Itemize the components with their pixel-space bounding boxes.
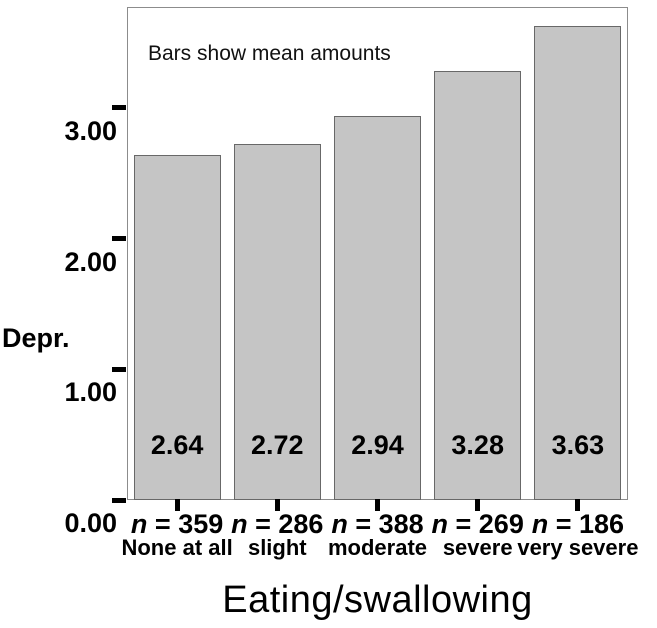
- n-symbol: n: [431, 509, 449, 539]
- y-tick-mark: [112, 236, 126, 242]
- category-label: severe: [442, 535, 513, 560]
- bar-value-label: 3.28: [451, 429, 504, 460]
- n-symbol: n: [231, 509, 248, 539]
- chart-annotation: Bars show mean amounts: [148, 42, 391, 65]
- bar-value-label: 2.94: [351, 429, 404, 460]
- y-tick-mark: [112, 366, 126, 372]
- bar-moderate: 2.94: [334, 115, 421, 500]
- n-count-value: = 388: [347, 509, 424, 539]
- x-axis-title: Eating/swallowing: [222, 579, 533, 621]
- y-tick-mark: [112, 497, 126, 503]
- bar-very-severe: 3.63: [534, 25, 622, 500]
- x-tick-mark: [575, 499, 581, 511]
- y-tick-label: 2.00: [64, 246, 117, 277]
- n-count-label: n = 269: [432, 511, 524, 538]
- n-symbol: n: [130, 509, 148, 539]
- x-tick-mark: [274, 499, 280, 511]
- n-count-label: n = 359: [131, 511, 223, 538]
- y-axis-title: Depr.: [2, 323, 70, 353]
- n-count-label: n = 186: [532, 511, 624, 538]
- y-tick-label: 3.00: [64, 115, 117, 146]
- bar-none-at-all: 2.64: [133, 154, 221, 500]
- x-tick-mark: [375, 499, 380, 511]
- y-tick-mark: [112, 105, 126, 111]
- n-symbol: n: [531, 509, 549, 539]
- x-tick-mark: [174, 499, 180, 511]
- category-label: moderate: [327, 535, 428, 560]
- n-count-label: n = 388: [331, 511, 423, 538]
- n-count-value: = 186: [548, 509, 625, 539]
- n-count-value: = 269: [448, 509, 524, 539]
- y-tick-label: 0.00: [64, 508, 117, 538]
- bar-severe: 3.28: [434, 71, 522, 500]
- n-symbol: n: [331, 509, 348, 539]
- x-tick-mark: [475, 499, 481, 511]
- category-label: None at all: [121, 535, 233, 560]
- bar-slight: 2.72: [233, 144, 321, 500]
- n-count-value: = 359: [147, 509, 224, 539]
- y-tick-label: 1.00: [64, 377, 117, 408]
- bar-value-label: 2.64: [150, 429, 204, 460]
- n-count-label: n = 286: [231, 511, 323, 538]
- category-label: slight: [247, 535, 307, 560]
- bar-value-label: 3.63: [551, 429, 605, 460]
- n-count-value: = 286: [247, 509, 324, 539]
- bar-value-label: 2.72: [251, 429, 304, 460]
- category-label: very severe: [517, 535, 639, 560]
